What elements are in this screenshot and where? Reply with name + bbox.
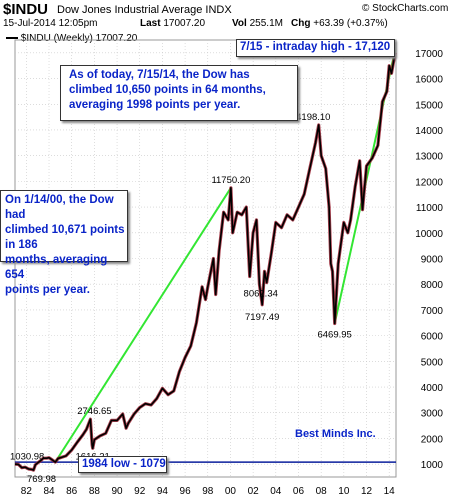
x-tick-label: 92: [134, 486, 146, 497]
y-tick-label: 8000: [421, 280, 444, 291]
today-line-2: climbed 10,650 points in 64 months,: [69, 84, 266, 96]
y-tick-label: 16000: [415, 75, 443, 86]
price-line: [14, 52, 396, 471]
last-label: Last: [140, 18, 161, 29]
x-tick-label: 96: [180, 486, 192, 497]
y-tick-label: 5000: [421, 357, 444, 368]
vol-label: Vol: [232, 18, 247, 29]
x-tick-label: 98: [202, 486, 214, 497]
price-point-label: 6469.95: [317, 330, 351, 341]
author-credit: Best Minds Inc.: [295, 428, 376, 440]
x-tick-label: 08: [316, 486, 328, 497]
chart-index-name: Dow Jones Industrial Average INDX: [57, 4, 232, 16]
last-price: Last 17007.20: [140, 18, 205, 29]
y-tick-label: 3000: [421, 409, 444, 420]
price-point-label: 7197.49: [245, 312, 279, 323]
x-tick-label: 10: [338, 486, 350, 497]
legend-line-icon: [6, 37, 18, 40]
today-line-1: As of today, 7/15/14, the Dow has: [69, 69, 250, 81]
y-tick-label: 7000: [421, 306, 444, 317]
x-tick-label: 82: [21, 486, 33, 497]
chart-symbol: $INDU: [3, 1, 49, 18]
y-tick-label: 10000: [415, 229, 443, 240]
x-tick-label: 88: [89, 486, 101, 497]
y2000-line-4: points per year.: [5, 284, 91, 296]
x-tick-label: 86: [66, 486, 78, 497]
trend-line: [54, 187, 232, 463]
y-tick-label: 12000: [415, 177, 443, 188]
last-value: 17007.20: [163, 18, 206, 29]
chg-label: Chg: [291, 18, 311, 29]
y-tick-label: 17000: [415, 49, 443, 60]
y-tick-label: 15000: [415, 100, 443, 111]
x-tick-label: 12: [361, 486, 373, 497]
x-tick-label: 06: [293, 486, 305, 497]
series-legend: $INDU (Weekly) 17007.20: [6, 33, 137, 44]
y-tick-label: 2000: [421, 434, 444, 445]
x-tick-label: 02: [248, 486, 260, 497]
brand-credit[interactable]: © StockCharts.com: [362, 3, 449, 14]
y-tick-label: 6000: [421, 332, 444, 343]
low-1984-callout: 1984 low - 1079: [78, 456, 167, 473]
today-line-3: averaging 1998 points per year.: [69, 99, 241, 111]
x-tick-label: 84: [43, 486, 55, 497]
x-tick-label: 94: [157, 486, 169, 497]
intraday-high-callout: 7/15 - intraday high - 17,120: [236, 39, 395, 57]
chg-value: +63.39 (+0.37%): [313, 18, 388, 29]
y-tick-label: 14000: [415, 126, 443, 137]
x-tick-label: 04: [270, 486, 282, 497]
y-tick-label: 13000: [415, 152, 443, 163]
today-callout: As of today, 7/15/14, the Dow has climbe…: [60, 65, 298, 121]
y2000-callout: On 1/14/00, the Dow had climbed 10,671 p…: [0, 190, 128, 296]
series-label: $INDU (Weekly) 17007.20: [20, 33, 138, 44]
price-point-label: 2746.65: [77, 406, 111, 417]
y-tick-label: 4000: [421, 383, 444, 394]
price-point-label: 14198.10: [291, 112, 331, 123]
vol-value: 255.1M: [249, 18, 283, 29]
chart-date: 15-Jul-2014 12:05pm: [3, 18, 98, 29]
y2000-line-1: On 1/14/00, the Dow had: [5, 194, 114, 221]
x-tick-label: 14: [384, 486, 396, 497]
y2000-line-2: climbed 10,671 points in 186: [5, 224, 125, 251]
x-tick-label: 00: [225, 486, 237, 497]
volume: Vol 255.1M: [232, 18, 283, 29]
y-tick-label: 9000: [421, 255, 444, 266]
y-tick-label: 11000: [416, 203, 444, 214]
y2000-line-3: months, averaging 654: [5, 254, 108, 281]
price-point-label: 1030.98: [10, 451, 44, 462]
price-point-label: 769.98: [27, 474, 56, 485]
x-tick-label: 90: [111, 486, 123, 497]
price-point-label: 8062.34: [244, 289, 278, 300]
y-tick-label: 1000: [421, 460, 444, 471]
price-point-label: 11750.20: [211, 175, 250, 186]
change: Chg +63.39 (+0.37%): [291, 18, 388, 29]
